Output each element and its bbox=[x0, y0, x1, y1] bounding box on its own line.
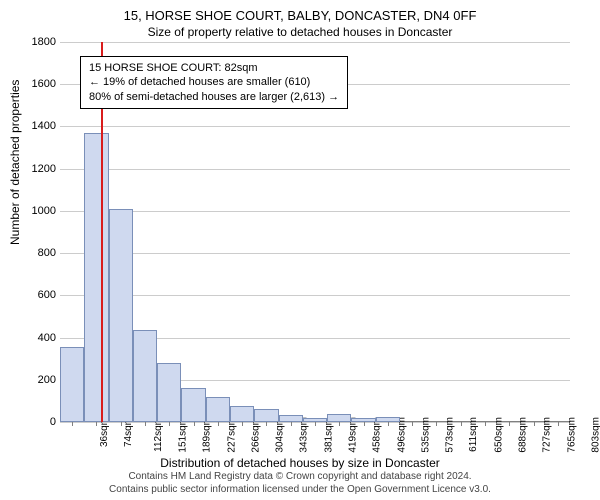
x-tick-mark bbox=[509, 422, 510, 426]
x-tick-mark bbox=[291, 422, 292, 426]
x-tick-label: 304sqm bbox=[275, 417, 286, 453]
footer-line-2: Contains public sector information licen… bbox=[0, 484, 600, 497]
footer-attribution: Contains HM Land Registry data © Crown c… bbox=[0, 471, 600, 496]
y-tick-label: 1200 bbox=[16, 163, 56, 175]
x-tick-mark bbox=[412, 422, 413, 426]
x-tick-mark bbox=[266, 422, 267, 426]
histogram-bar bbox=[327, 414, 351, 422]
histogram-bar bbox=[254, 409, 278, 422]
info-line-2: ← 19% of detached houses are smaller (61… bbox=[89, 75, 339, 89]
x-tick-mark bbox=[485, 422, 486, 426]
x-tick-label: 650sqm bbox=[493, 417, 504, 453]
grid-line bbox=[60, 126, 570, 127]
grid-line bbox=[60, 253, 570, 254]
x-tick-label: 419sqm bbox=[348, 417, 359, 453]
grid-line bbox=[60, 42, 570, 43]
x-tick-label: 803sqm bbox=[590, 417, 600, 453]
info-line-3: 80% of semi-detached houses are larger (… bbox=[89, 90, 339, 104]
x-tick-mark bbox=[242, 422, 243, 426]
histogram-bar bbox=[279, 415, 303, 422]
x-tick-mark bbox=[121, 422, 122, 426]
histogram-bar bbox=[109, 209, 133, 422]
histogram-bar bbox=[230, 406, 254, 422]
x-tick-mark bbox=[461, 422, 462, 426]
y-tick-label: 800 bbox=[16, 247, 56, 259]
y-tick-label: 0 bbox=[16, 416, 56, 428]
grid-line bbox=[60, 295, 570, 296]
histogram-bar bbox=[84, 133, 108, 422]
info-line-1: 15 HORSE SHOE COURT: 82sqm bbox=[89, 61, 339, 75]
x-tick-label: 266sqm bbox=[250, 417, 261, 453]
y-tick-label: 1600 bbox=[16, 78, 56, 90]
x-tick-mark bbox=[72, 422, 73, 426]
x-tick-mark bbox=[558, 422, 559, 426]
x-tick-label: 688sqm bbox=[518, 417, 529, 453]
x-tick-mark bbox=[388, 422, 389, 426]
y-tick-label: 1000 bbox=[16, 205, 56, 217]
x-tick-mark bbox=[534, 422, 535, 426]
x-tick-mark bbox=[339, 422, 340, 426]
x-tick-mark bbox=[169, 422, 170, 426]
y-tick-label: 200 bbox=[16, 374, 56, 386]
y-tick-label: 600 bbox=[16, 289, 56, 301]
x-tick-label: 573sqm bbox=[445, 417, 456, 453]
x-tick-label: 227sqm bbox=[226, 417, 237, 453]
chart-title-sub: Size of property relative to detached ho… bbox=[0, 23, 600, 39]
x-tick-label: 458sqm bbox=[372, 417, 383, 453]
y-tick-label: 1800 bbox=[16, 36, 56, 48]
histogram-bar bbox=[60, 347, 84, 422]
x-tick-mark bbox=[315, 422, 316, 426]
x-tick-label: 611sqm bbox=[468, 417, 479, 452]
x-tick-label: 112sqm bbox=[153, 417, 164, 452]
histogram-bar bbox=[181, 388, 205, 422]
info-box: 15 HORSE SHOE COURT: 82sqm ← 19% of deta… bbox=[80, 56, 348, 109]
x-tick-label: 765sqm bbox=[566, 417, 577, 453]
y-tick-label: 1400 bbox=[16, 120, 56, 132]
x-tick-label: 189sqm bbox=[202, 417, 213, 453]
x-tick-label: 496sqm bbox=[396, 417, 407, 453]
x-tick-mark bbox=[194, 422, 195, 426]
x-tick-mark bbox=[364, 422, 365, 426]
histogram-bar bbox=[206, 397, 230, 422]
x-tick-mark bbox=[145, 422, 146, 426]
x-tick-mark bbox=[218, 422, 219, 426]
grid-line bbox=[60, 211, 570, 212]
x-tick-label: 343sqm bbox=[299, 417, 310, 453]
histogram-bar bbox=[133, 330, 157, 422]
x-tick-mark bbox=[96, 422, 97, 426]
footer-line-1: Contains HM Land Registry data © Crown c… bbox=[0, 471, 600, 484]
y-tick-label: 400 bbox=[16, 332, 56, 344]
x-tick-mark bbox=[436, 422, 437, 426]
chart-title-main: 15, HORSE SHOE COURT, BALBY, DONCASTER, … bbox=[0, 0, 600, 23]
histogram-bar bbox=[157, 363, 181, 422]
x-tick-label: 727sqm bbox=[542, 417, 553, 453]
x-tick-label: 381sqm bbox=[323, 417, 334, 453]
x-axis-label: Distribution of detached houses by size … bbox=[0, 456, 600, 470]
grid-line bbox=[60, 169, 570, 170]
x-tick-label: 535sqm bbox=[420, 417, 431, 453]
x-tick-label: 151sqm bbox=[178, 417, 189, 453]
